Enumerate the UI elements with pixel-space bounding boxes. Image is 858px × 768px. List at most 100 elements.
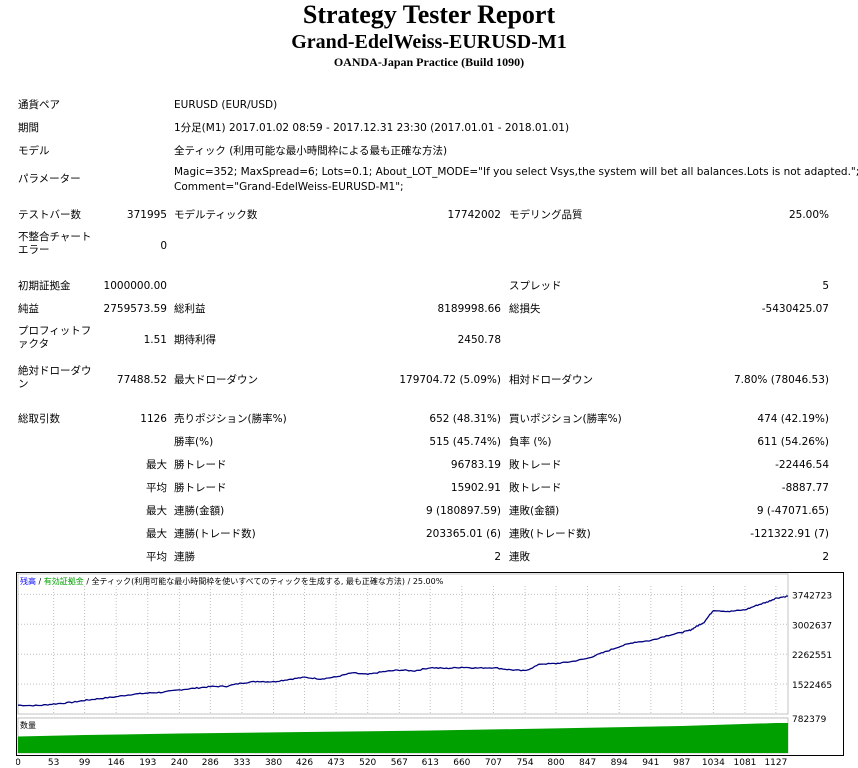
x-tick-label: 800 — [547, 758, 564, 768]
legend-balance: 残高 — [20, 576, 36, 586]
params-line2: Comment="Grand-EdelWeiss-EURUSD-M1"; — [174, 181, 404, 193]
absdd-value: 77488.52 — [116, 374, 167, 386]
y-tick-label: 1522465 — [792, 681, 832, 691]
x-axis: 0 53 99 146 193 240 286 333 380 426 473 520 567 613 66… — [16, 758, 787, 768]
expected-value: 2450.78 — [457, 334, 501, 346]
x-tick-label: 1034 — [702, 758, 725, 768]
report-subtitle: Grand-EdelWeiss-EURUSD-M1 — [291, 31, 567, 53]
mcp-value: 203365.01 (6) — [426, 528, 501, 540]
awin-label: 勝トレード — [174, 482, 227, 494]
x-tick-label: 847 — [579, 758, 596, 768]
report-title: Strategy Tester Report — [302, 0, 556, 29]
y-tick-label: 2262551 — [792, 651, 832, 661]
model-value: 全ティック (利用可能な最小時間枠による最も正確な方法) — [174, 145, 448, 157]
report-build: OANDA-Japan Practice (Build 1090) — [333, 55, 525, 69]
win-label: 勝率(%) — [174, 436, 214, 448]
x-tick-label: 193 — [139, 758, 156, 768]
aloss-label: 敗トレード — [509, 482, 562, 494]
quality-label: モデリング品質 — [509, 209, 583, 221]
spread-label: スプレッド — [509, 280, 562, 292]
pf-value: 1.51 — [143, 334, 167, 346]
x-tick-label: 473 — [327, 758, 344, 768]
absdd-label: 絶対ドローダウン — [18, 365, 92, 390]
netprofit-value: 2759573.59 — [103, 303, 167, 315]
mcl-value: 9 (-47071.65) — [756, 505, 829, 517]
reldd-value: 7.80% (78046.53) — [734, 374, 829, 386]
lloss-label: 敗トレード — [509, 459, 562, 471]
x-tick-label: 754 — [516, 758, 533, 768]
aloss-value: -8887.77 — [781, 482, 829, 494]
awin-value: 15902.91 — [450, 482, 501, 494]
params-label: パラメーター — [18, 173, 81, 185]
max2-label: 最大 — [146, 505, 167, 517]
max1-label: 最大 — [146, 459, 167, 471]
max3-label: 最大 — [146, 528, 167, 540]
netprofit-label: 純益 — [18, 303, 39, 315]
mcl-label: 連敗(金額) — [509, 505, 560, 517]
period-value: 1分足(M1) 2017.01.02 08:59 - 2017.12.31 23… — [174, 122, 570, 134]
legend-rest: / 全ティック(利用可能な最小時間枠を使いすべてのティックを生成する, 最も正確… — [84, 576, 444, 586]
maxdd-value: 179704.72 (5.09%) — [399, 374, 501, 386]
x-tick-label: 987 — [673, 758, 690, 768]
quality-value: 25.00% — [788, 209, 829, 221]
deposit-label: 初期証拠金 — [18, 280, 71, 292]
lwin-label: 勝トレード — [174, 459, 227, 471]
avg2-label: 平均 — [146, 551, 167, 563]
x-tick-label: 567 — [391, 758, 408, 768]
mismatch-label: 不整合チャートエラー — [18, 231, 92, 256]
bars-label: テストバー数 — [18, 209, 81, 221]
grossprofit-label: 総利益 — [174, 303, 206, 315]
volume-area — [18, 723, 788, 753]
short-label: 売りポジション(勝率%) — [174, 413, 287, 425]
y-tick-label: 782379 — [792, 715, 827, 725]
pair-label: 通貨ペア — [18, 99, 60, 111]
long-label: 買いポジション(勝率%) — [509, 413, 622, 425]
x-tick-label: 99 — [79, 758, 91, 768]
mcpl-value: -121322.91 (7) — [750, 528, 829, 540]
price-plot-area — [17, 573, 789, 715]
spread-value: 5 — [822, 280, 829, 292]
chart-legend: 残高 / 有効証拠金 / 全ティック(利用可能な最小時間枠を使いすべてのティック… — [20, 576, 444, 586]
model-label: モデル — [18, 145, 50, 157]
deposit-value: 1000000.00 — [103, 280, 167, 292]
ticks-label: モデルティック数 — [174, 209, 258, 221]
volume-label: 数量 — [20, 720, 36, 730]
lloss-value: -22446.54 — [775, 459, 829, 471]
x-tick-label: 520 — [359, 758, 376, 768]
y-tick-label: 3742723 — [792, 591, 832, 601]
win-value: 515 (45.74%) — [429, 436, 501, 448]
acl-label: 連敗 — [509, 551, 530, 563]
x-tick-label: 333 — [233, 758, 250, 768]
acw-value: 2 — [494, 551, 501, 563]
y-tick-label: 3002637 — [792, 621, 832, 631]
legend-equity: 有効証拠金 — [44, 576, 84, 586]
trades-label: 総取引数 — [18, 413, 60, 425]
mcw-value: 9 (180897.59) — [426, 505, 501, 517]
x-tick-label: 613 — [422, 758, 439, 768]
params-line1: Magic=352; MaxSpread=6; Lots=0.1; About_… — [174, 166, 858, 178]
x-tick-label: 426 — [296, 758, 313, 768]
x-tick-label: 1081 — [734, 758, 757, 768]
y-axis: 3742723 3002637 2262551 1522465 782379 — [792, 591, 832, 725]
mismatch-value: 0 — [160, 240, 167, 252]
loss-label: 負率 (%) — [509, 436, 552, 448]
x-tick-label: 53 — [48, 758, 59, 768]
lwin-value: 96783.19 — [450, 459, 501, 471]
avg1-label: 平均 — [146, 482, 167, 494]
bars-value: 371995 — [126, 209, 167, 221]
pair-value: EURUSD (EUR/USD) — [174, 99, 278, 111]
acl-value: 2 — [822, 551, 829, 563]
x-tick-label: 894 — [611, 758, 628, 768]
balance-line — [18, 595, 789, 707]
mcp-label: 連勝(トレード数) — [174, 528, 256, 540]
x-tick-label: 941 — [642, 758, 659, 768]
pf-label: プロフィットファクタ — [18, 325, 92, 350]
ticks-value: 17742002 — [447, 209, 501, 221]
x-tick-label: 660 — [453, 758, 470, 768]
x-tick-label: 0 — [16, 758, 21, 768]
period-label: 期間 — [18, 122, 39, 134]
x-tick-label: 380 — [265, 758, 282, 768]
x-tick-label: 707 — [485, 758, 502, 768]
trades-value: 1126 — [140, 413, 167, 425]
x-tick-label: 146 — [108, 758, 125, 768]
